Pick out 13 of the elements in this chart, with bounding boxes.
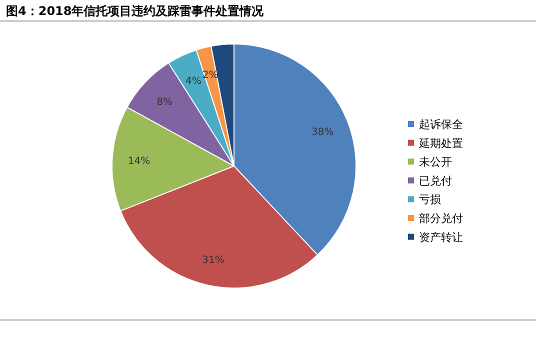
legend-label: 资产转让 — [419, 230, 463, 244]
legend-label: 起诉保全 — [419, 118, 463, 131]
data-label: 4% — [186, 76, 202, 87]
data-label: 31% — [202, 254, 224, 266]
legend-label: 部分兑付 — [419, 212, 463, 225]
legend-label: 亏损 — [419, 193, 441, 206]
data-label: 38% — [311, 126, 334, 138]
data-label: 14% — [128, 156, 150, 168]
chart-title: 图4：2018年信托项目违约及踩雷事件处置情况 — [6, 4, 265, 18]
legend-label: 已兑付 — [419, 174, 452, 188]
legend-label: 未公开 — [419, 156, 452, 169]
legend-label: 延期处置 — [418, 136, 463, 150]
data-label: 8% — [156, 96, 173, 108]
